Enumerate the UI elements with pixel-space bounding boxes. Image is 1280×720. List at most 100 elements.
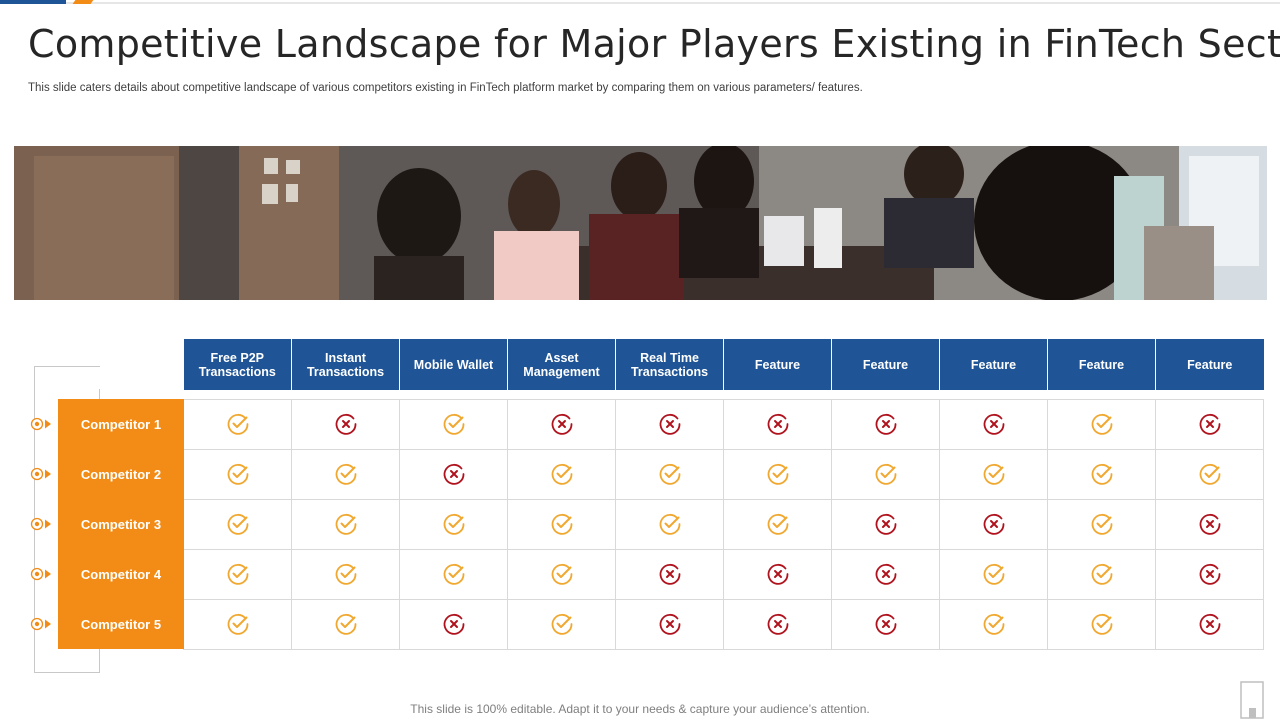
check-circle-icon [1091, 613, 1112, 635]
table-cell [831, 398, 940, 450]
table-cell [399, 498, 508, 550]
row-pointer-icon [29, 417, 55, 431]
table-cell [939, 598, 1048, 650]
cross-circle-icon [983, 413, 1004, 435]
column-header: Mobile Wallet [399, 339, 508, 390]
check-circle-icon [335, 563, 356, 585]
table-cell [615, 598, 724, 650]
check-circle-icon [767, 513, 788, 535]
table-cell [831, 498, 940, 550]
check-circle-icon [443, 413, 464, 435]
cross-circle-icon [983, 513, 1004, 535]
check-circle-icon [227, 563, 248, 585]
table-cell [1047, 548, 1156, 600]
table-cell [723, 448, 832, 500]
check-circle-icon [443, 563, 464, 585]
table-cell [291, 448, 400, 500]
row-pointer-icon [29, 517, 55, 531]
table-cell [615, 448, 724, 500]
table-cell [939, 498, 1048, 550]
table-cell [1047, 448, 1156, 500]
check-circle-icon [1199, 463, 1220, 485]
table-cell [723, 598, 832, 650]
table-cell [1155, 398, 1264, 450]
row-pointer-icon [29, 467, 55, 481]
table-cell [939, 448, 1048, 500]
table-cell [831, 598, 940, 650]
table-cell [507, 398, 616, 450]
check-circle-icon [335, 463, 356, 485]
table-cell [507, 448, 616, 500]
competitor-label: Competitor 2 [58, 449, 184, 499]
table-cell [1047, 598, 1156, 650]
cross-circle-icon [767, 413, 788, 435]
check-circle-icon [1091, 513, 1112, 535]
check-circle-icon [551, 613, 572, 635]
cross-circle-icon [335, 413, 356, 435]
column-header: Asset Management [507, 339, 616, 390]
table-cell [183, 398, 292, 450]
table-cell [183, 448, 292, 500]
cross-circle-icon [443, 463, 464, 485]
table-cell [291, 598, 400, 650]
table-cell [831, 448, 940, 500]
cross-circle-icon [659, 563, 680, 585]
table-row [183, 498, 1264, 550]
check-circle-icon [335, 613, 356, 635]
table-row [183, 398, 1264, 450]
column-header: Real Time Transactions [615, 339, 724, 390]
header-row: Free P2P Transactions Instant Transaction… [183, 339, 1264, 390]
table-cell [507, 598, 616, 650]
table-row [183, 548, 1264, 600]
top-rule [0, 2, 1280, 4]
column-header: Feature [723, 339, 832, 390]
check-circle-icon [227, 463, 248, 485]
cross-circle-icon [875, 513, 896, 535]
check-circle-icon [443, 513, 464, 535]
cross-circle-icon [1199, 563, 1220, 585]
cross-circle-icon [875, 413, 896, 435]
check-circle-icon [1091, 413, 1112, 435]
footer-note: This slide is 100% editable. Adapt it to… [410, 702, 870, 716]
check-circle-icon [551, 513, 572, 535]
check-circle-icon [983, 563, 1004, 585]
cross-circle-icon [767, 563, 788, 585]
table-cell [723, 498, 832, 550]
meeting-photo [14, 146, 1267, 300]
column-header: Feature [831, 339, 940, 390]
table-cell [183, 498, 292, 550]
table-row [183, 598, 1264, 650]
table-cell [507, 498, 616, 550]
table-cell [1155, 598, 1264, 650]
column-header: Free P2P Transactions [183, 339, 292, 390]
check-circle-icon [983, 613, 1004, 635]
table-cell [291, 498, 400, 550]
competitor-label: Competitor 3 [58, 499, 184, 549]
competitor-label: Competitor 1 [58, 399, 184, 449]
cross-circle-icon [875, 613, 896, 635]
check-circle-icon [335, 513, 356, 535]
table-cell [183, 548, 292, 600]
table-cell [1155, 448, 1264, 500]
check-circle-icon [1091, 563, 1112, 585]
check-circle-icon [875, 463, 896, 485]
table-cell [939, 398, 1048, 450]
column-header: Feature [1155, 339, 1264, 390]
table-cell [615, 398, 724, 450]
cross-circle-icon [1199, 413, 1220, 435]
table-cell [399, 448, 508, 500]
table-cell [615, 548, 724, 600]
check-circle-icon [551, 463, 572, 485]
cross-circle-icon [1199, 513, 1220, 535]
table-cell [399, 598, 508, 650]
table-cell [723, 548, 832, 600]
check-circle-icon [227, 513, 248, 535]
table-cell [1155, 498, 1264, 550]
table-cell [1047, 498, 1156, 550]
check-circle-icon [659, 463, 680, 485]
table-row [183, 448, 1264, 500]
competitor-label: Competitor 4 [58, 549, 184, 599]
table-cell [291, 398, 400, 450]
page-title: Competitive Landscape for Major Players … [28, 22, 1280, 66]
cross-circle-icon [1199, 613, 1220, 635]
